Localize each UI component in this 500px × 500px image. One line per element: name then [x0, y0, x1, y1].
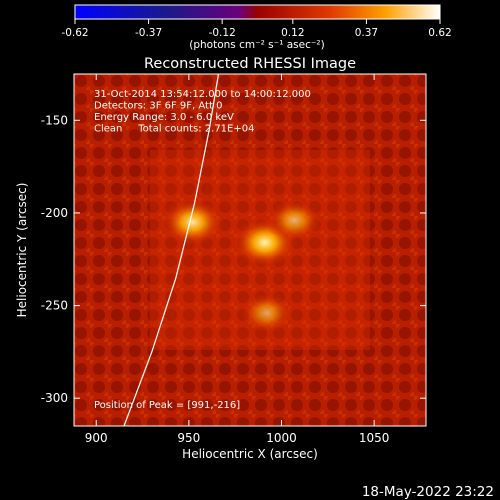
colorbar-tick-label: 0.37: [355, 27, 378, 39]
y-axis-ticks: -150 -200 -250 -300: [41, 113, 426, 405]
y-tick-label: -250: [41, 299, 68, 313]
heatmap-image: [74, 74, 426, 426]
x-tick-label: 1050: [359, 431, 390, 445]
colorbar-gradient: [74, 4, 441, 20]
source-blob: [266, 198, 323, 242]
x-axis-ticks: 900 950 1000 1050: [85, 74, 390, 445]
x-tick-label: 1000: [266, 431, 297, 445]
y-axis-label: Heliocentric Y (arcsec): [15, 183, 29, 318]
colorbar-tick-label: -0.12: [209, 27, 236, 39]
y-tick-label: -300: [41, 391, 68, 405]
plot-frame: [73, 73, 427, 427]
x-tick-label: 900: [85, 431, 108, 445]
chart-title: Reconstructed RHESSI Image: [144, 56, 356, 72]
source-blobs: [160, 197, 323, 334]
info-line: Clean Total counts: 2.71E+04: [94, 124, 254, 135]
info-line: 31-Oct-2014 13:54:12.000 to 14:00:12.000: [94, 89, 311, 100]
colorbar: -0.62 -0.37 -0.12 0.12 0.37 0.62 (photons cm⁻…: [61, 4, 452, 51]
y-tick-label: -200: [41, 206, 68, 220]
colorbar-tick-label: -0.37: [135, 27, 162, 39]
colorbar-tick-label: -0.62: [61, 27, 88, 39]
info-line: Detectors: 3F 6F 9F, Att 0: [94, 101, 222, 112]
colorbar-unit-label: (photons cm⁻² s⁻¹ asec⁻²): [189, 39, 324, 51]
date-stamp: 18-May-2022 23:22: [362, 484, 494, 500]
colorbar-ticks: -0.62 -0.37 -0.12 0.12 0.37 0.62: [61, 19, 452, 39]
colorbar-tick-label: 0.62: [428, 27, 451, 39]
source-blob: [160, 197, 225, 247]
source-blob: [239, 292, 294, 334]
x-tick-label: 950: [177, 431, 200, 445]
x-axis-label: Heliocentric X (arcsec): [182, 447, 318, 461]
solar-limb-curve: [123, 74, 220, 426]
colorbar-tick-label: 0.12: [281, 27, 304, 39]
y-tick-label: -150: [41, 113, 68, 127]
info-annotation: 31-Oct-2014 13:54:12.000 to 14:00:12.000…: [94, 89, 311, 135]
peak-position-label: Position of Peak = [991,-216]: [94, 400, 240, 411]
info-line: Energy Range: 3.0 - 6.0 keV: [94, 112, 234, 123]
